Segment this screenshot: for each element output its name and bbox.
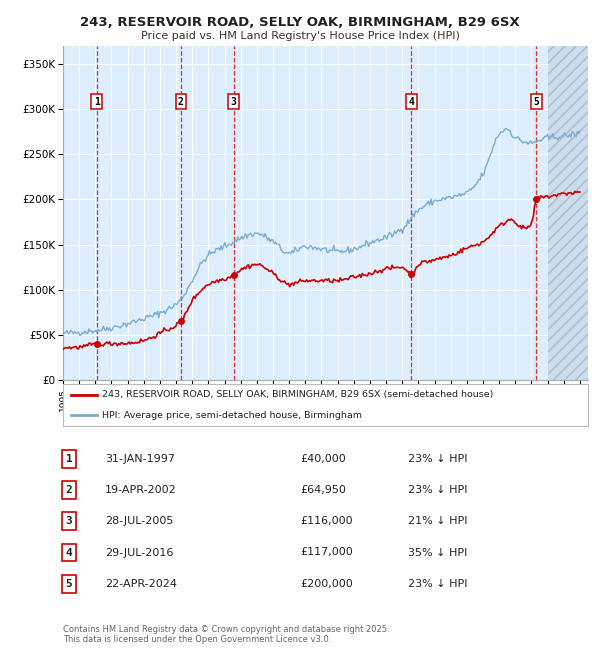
Text: 3: 3 [65,516,73,526]
Text: £40,000: £40,000 [300,454,346,464]
Text: 23% ↓ HPI: 23% ↓ HPI [408,485,467,495]
Text: 31-JAN-1997: 31-JAN-1997 [105,454,175,464]
Text: £116,000: £116,000 [300,516,353,526]
Text: 22-APR-2024: 22-APR-2024 [105,578,177,589]
Text: £200,000: £200,000 [300,578,353,589]
Text: 243, RESERVOIR ROAD, SELLY OAK, BIRMINGHAM, B29 6SX (semi-detached house): 243, RESERVOIR ROAD, SELLY OAK, BIRMINGH… [103,391,494,399]
Text: This data is licensed under the Open Government Licence v3.0.: This data is licensed under the Open Gov… [63,634,331,644]
Text: HPI: Average price, semi-detached house, Birmingham: HPI: Average price, semi-detached house,… [103,411,362,420]
Text: 5: 5 [533,97,539,107]
Text: £64,950: £64,950 [300,485,346,495]
Text: 23% ↓ HPI: 23% ↓ HPI [408,454,467,464]
Text: 28-JUL-2005: 28-JUL-2005 [105,516,173,526]
Text: 1: 1 [65,454,73,464]
Text: 3: 3 [231,97,236,107]
Text: 29-JUL-2016: 29-JUL-2016 [105,547,173,558]
Text: 2: 2 [178,97,184,107]
Text: 19-APR-2002: 19-APR-2002 [105,485,177,495]
Text: 21% ↓ HPI: 21% ↓ HPI [408,516,467,526]
Text: 2: 2 [65,485,73,495]
Text: Contains HM Land Registry data © Crown copyright and database right 2025.: Contains HM Land Registry data © Crown c… [63,625,389,634]
Text: 5: 5 [65,578,73,589]
Text: 243, RESERVOIR ROAD, SELLY OAK, BIRMINGHAM, B29 6SX: 243, RESERVOIR ROAD, SELLY OAK, BIRMINGH… [80,16,520,29]
Text: 23% ↓ HPI: 23% ↓ HPI [408,578,467,589]
Text: Price paid vs. HM Land Registry's House Price Index (HPI): Price paid vs. HM Land Registry's House … [140,31,460,41]
Text: 4: 4 [65,547,73,558]
Bar [548,46,588,380]
Text: 1: 1 [94,97,100,107]
Text: 35% ↓ HPI: 35% ↓ HPI [408,547,467,558]
Text: £117,000: £117,000 [300,547,353,558]
Text: 4: 4 [409,97,415,107]
